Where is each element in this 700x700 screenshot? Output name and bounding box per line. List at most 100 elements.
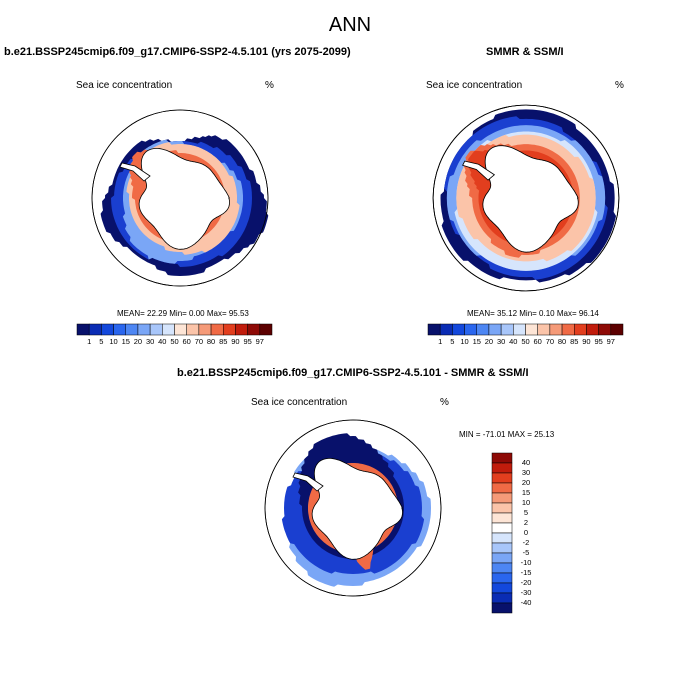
panel3-colorbar-tick-label: 2 [523,518,529,527]
antarctic-peninsula [292,472,324,492]
panel1-colorbar-swatch [186,323,200,336]
panel2-colorbar-swatch [549,323,563,336]
panel1-colorbar-tick-label: 90 [231,337,240,346]
panel1-colorbar-swatch [149,323,163,336]
panel2-colorbar-swatch [561,323,575,336]
panel1-colorbar-tick-label: 97 [255,337,264,346]
panel2-colorbar-tick-label: 90 [582,337,591,346]
panel2-colorbar-tick-label: 97 [606,337,615,346]
panel1-colorbar-tick-label: 15 [121,337,130,346]
panel1-title: b.e21.BSSP245cmip6.f09_g17.CMIP6-SSP2-4.… [4,46,351,58]
panel1-map [91,109,269,287]
panel2-colorbar-tick-label: 60 [533,337,542,346]
panel2-title: SMMR & SSM/I [486,46,564,58]
panel1-colorbar-tick-label: 80 [206,337,216,346]
panel1-colorbar-swatch [247,323,261,336]
panel3-colorbar-tick-label: -5 [522,548,530,557]
panel1-variable-label: Sea ice concentration [76,80,173,91]
panel2-colorbar-tick-label: 40 [509,337,518,346]
antarctica-coastline [311,458,403,560]
antarctica-coastline [482,145,579,253]
panel2-colorbar-tick-label: 85 [570,337,579,346]
panel2-stats: MEAN= 35.12 Min= 0.10 Max= 96.14 [467,309,599,318]
panel2-colorbar-swatch [586,323,599,336]
panel2-colorbar-swatch [598,323,612,336]
panel3-colorbar-swatch [491,492,513,504]
panel1-colorbar-tick-label: 20 [133,337,143,346]
panel3-map [264,419,442,597]
panel2-colorbar-swatch [500,323,514,336]
panel2-colorbar-swatch [513,323,526,336]
panel3-colorbar-swatch [491,572,513,584]
panel2-units-label: % [615,80,624,91]
panel3-colorbar [491,452,513,614]
panel3-title: b.e21.BSSP245cmip6.f09_g17.CMIP6-SSP2-4.… [177,367,529,379]
panel1-colorbar-tick-label: 60 [182,337,191,346]
antarctic-peninsula [462,160,496,181]
panel3-colorbar-swatch [491,562,513,574]
panel3-colorbar-tick-label: 0 [523,528,529,537]
panel1-colorbar-swatch [76,323,90,336]
panel1-colorbar-swatch [137,323,151,336]
panel2-colorbar-tick-label: 70 [545,337,555,346]
panel3-colorbar-swatch [491,592,513,604]
panel3-stats: MIN = -71.01 MAX = 25.13 [459,430,555,439]
panel1-colorbar-tick-label: 70 [194,337,204,346]
panel2-colorbar-swatch [427,323,441,336]
panel1-units-label: % [265,80,274,91]
panel2-colorbar [427,323,624,336]
panel2-colorbar-tick-label: 80 [557,337,567,346]
panel1-colorbar-tick-label: 40 [158,337,167,346]
panel3-units-label: % [440,397,449,408]
panel2-map-boundary [432,104,620,292]
panel2-colorbar-tick-label: 5 [450,337,455,346]
figure-title: ANN [328,14,372,36]
panel3-colorbar-tick-label: 15 [521,488,531,497]
panel2-colorbar-swatch [452,323,465,336]
panel3-colorbar-tick-label: -20 [520,578,532,587]
panel1-colorbar-tick-label: 95 [243,337,252,346]
panel2-colorbar-tick-label: 50 [521,337,530,346]
panel1-map-boundary [91,109,269,287]
panel1-colorbar-swatch [198,323,212,336]
panel3-colorbar-tick-label: 20 [521,478,531,487]
panel1-colorbar-tick-label: 10 [109,337,118,346]
panel1-colorbar-labels: 1 5 10 15 20 30 40 50 60 70 80 85 90 95 97 [77,337,272,349]
panel3-colorbar-tick-label: -2 [522,538,530,547]
panel2-variable-label: Sea ice concentration [426,80,523,91]
panel2-colorbar-labels: 1 5 10 15 20 30 40 50 60 70 80 85 90 95 97 [428,337,623,349]
panel3-colorbar-tick-label: 10 [521,498,531,507]
panel3-colorbar-swatch [491,582,513,594]
panel2-colorbar-tick-label: 30 [496,337,506,346]
panel2-colorbar-swatch [537,323,551,336]
panel3-colorbar-swatch [491,552,513,564]
panel3-variable-label: Sea ice concentration [251,397,348,408]
panel1-colorbar-tick-label: 5 [99,337,104,346]
panel1-colorbar-tick-label: 30 [145,337,155,346]
panel3-colorbar-tick-label: 30 [521,468,531,477]
panel1-colorbar-swatch [174,323,187,336]
panel2-colorbar-tick-label: 1 [438,337,443,346]
panel3-colorbar-tick-label: -40 [520,598,532,607]
panel3-colorbar-swatch [491,482,513,494]
panel2-colorbar-swatch [439,323,453,336]
panel3-colorbar-swatch [491,522,513,534]
panel3-map-boundary [264,419,442,597]
panel1-colorbar-swatch [88,323,102,336]
panel2-colorbar-swatch [488,323,502,336]
panel3-colorbar-swatch [491,452,513,464]
panel1-colorbar [76,323,273,336]
panel3-colorbar-swatch [491,472,513,484]
panel1-colorbar-swatch [101,323,114,336]
panel3-colorbar-swatch [491,602,513,614]
antarctica-coastline [138,148,230,250]
panel3-colorbar-swatch [491,542,513,554]
panel1-colorbar-swatch [235,323,248,336]
panel2-colorbar-swatch [464,323,477,336]
panel3-colorbar-swatch [491,532,513,544]
panel3-colorbar-tick-label: 5 [523,508,529,517]
panel3-colorbar-swatch [491,502,513,514]
panel3-colorbar-swatch [491,462,513,474]
panel3-colorbar-labels: 40 30 20 15 10 5 2 0 -2 -5 -10 -15 -20 -30 -40 [512,453,542,613]
panel2-colorbar-tick-label: 95 [594,337,603,346]
